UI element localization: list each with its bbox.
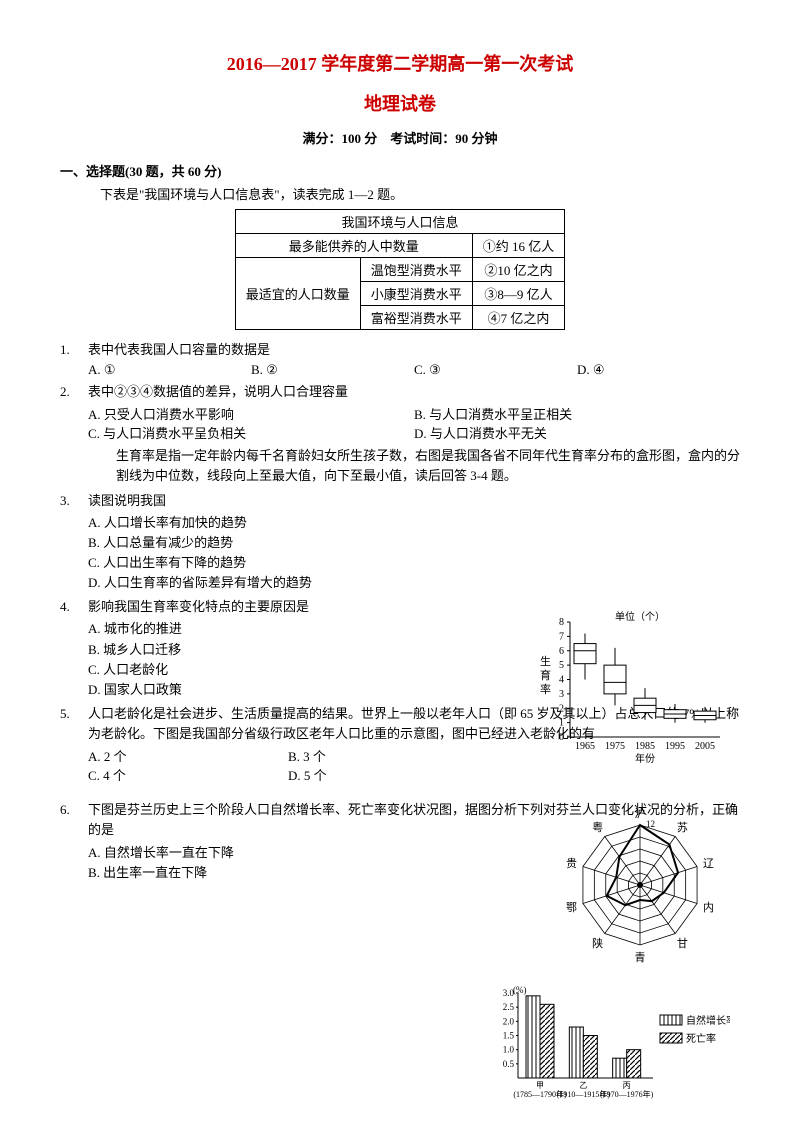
svg-text:甘: 甘 [677, 937, 688, 950]
question-1: 1. 表中代表我国人口容量的数据是 [60, 340, 740, 360]
question-number: 4. [60, 597, 88, 617]
svg-text:3.0: 3.0 [503, 988, 515, 998]
table-cell: 富裕型消费水平 [360, 306, 472, 330]
question-5-options: A. 2 个 B. 3 个 C. 4 个 D. 5 个 [88, 746, 488, 784]
svg-text:1: 1 [559, 718, 564, 729]
svg-text:1975: 1975 [605, 741, 625, 752]
paragraph-3-4: 生育率是指一定年龄内每千名育龄妇女所生孩子数，右图是我国各省不同年代生育率分布的… [116, 446, 740, 486]
boxplot-figure: 单位（个） 0 1 2 3 4 5 6 7 8 生育率 1965 1975 1985 1995 2005 年份 [530, 610, 730, 765]
svg-text:自然增长率: 自然增长率 [686, 1014, 730, 1027]
svg-text:2.5: 2.5 [503, 1002, 515, 1012]
svg-text:乙: 乙 [579, 1081, 587, 1090]
option-a: A. 2 个 [88, 746, 288, 765]
option-d: D. 与人口消费水平无关 [414, 423, 740, 442]
question-2: 2. 表中②③④数据值的差异，说明人口合理容量 [60, 382, 740, 402]
svg-text:粤: 粤 [592, 820, 603, 834]
svg-text:率: 率 [540, 682, 551, 696]
question-text: 表中代表我国人口容量的数据是 [88, 340, 740, 360]
question-3: 3. 读图说明我国 [60, 491, 740, 511]
question-number: 2. [60, 382, 88, 402]
question-number: 5. [60, 704, 88, 744]
svg-text:12: 12 [646, 819, 655, 829]
svg-text:7: 7 [559, 631, 564, 642]
svg-text:生: 生 [540, 654, 551, 668]
table-cell: ④7 亿之内 [472, 306, 565, 330]
svg-text:甲: 甲 [536, 1081, 544, 1090]
table-cell: 温饱型消费水平 [360, 258, 472, 282]
svg-text:0.5: 0.5 [503, 1059, 515, 1069]
svg-text:苏: 苏 [677, 821, 688, 834]
svg-text:(%): (%) [513, 985, 527, 995]
option-c: C. 人口出生率有下降的趋势 [88, 553, 740, 573]
svg-text:年份: 年份 [635, 752, 655, 765]
question-text: 表中②③④数据值的差异，说明人口合理容量 [88, 382, 740, 402]
question-text: 读图说明我国 [88, 491, 740, 511]
svg-text:陕: 陕 [592, 936, 603, 950]
svg-text:沪: 沪 [635, 806, 646, 820]
svg-text:1965: 1965 [575, 741, 595, 752]
option-a: A. 人口增长率有加快的趋势 [88, 513, 740, 533]
svg-text:死亡率: 死亡率 [686, 1032, 716, 1045]
table-cell: ②10 亿之内 [472, 258, 565, 282]
svg-text:3: 3 [559, 689, 564, 700]
barchart-figure: (%)0.51.01.52.02.53.0甲(1785—1790年)乙(1910… [490, 985, 730, 1105]
svg-text:0: 0 [559, 732, 564, 743]
option-d: D. ④ [577, 362, 740, 378]
table-cell: 小康型消费水平 [360, 282, 472, 306]
sub-title: 地理试卷 [60, 90, 740, 116]
table-cell: 最多能供养的人中数量 [235, 234, 472, 258]
svg-text:1.0: 1.0 [503, 1045, 515, 1055]
radar-figure: 沪苏辽内甘青 陕 鄂 贵 粤 12 [550, 800, 730, 965]
option-a: A. ① [88, 362, 251, 378]
svg-text:育: 育 [540, 668, 551, 682]
option-b: B. ② [251, 362, 414, 378]
question-3-options: A. 人口增长率有加快的趋势 B. 人口总量有减少的趋势 C. 人口出生率有下降… [88, 513, 740, 594]
table-cell: ③8—9 亿人 [472, 282, 565, 306]
svg-text:1985: 1985 [635, 741, 655, 752]
svg-text:4: 4 [559, 675, 564, 686]
option-b: B. 与人口消费水平呈正相关 [414, 404, 740, 423]
section-heading: 一、选择题(30 题，共 60 分) [60, 161, 740, 180]
main-title: 2016—2017 学年度第二学期高一第一次考试 [60, 50, 740, 76]
svg-text:鄂: 鄂 [566, 901, 577, 914]
svg-text:8: 8 [559, 617, 564, 628]
svg-text:辽: 辽 [703, 857, 714, 870]
svg-text:内: 内 [703, 900, 714, 914]
option-c: C. ③ [414, 362, 577, 378]
svg-text:6: 6 [559, 646, 564, 657]
svg-text:(1970—1976年): (1970—1976年) [600, 1089, 654, 1099]
question-number: 1. [60, 340, 88, 360]
table-intro: 下表是"我国环境与人口信息表"，读表完成 1—2 题。 [100, 184, 740, 203]
table-cell: ①约 16 亿人 [472, 234, 565, 258]
option-c: C. 与人口消费水平呈负相关 [88, 423, 414, 442]
option-b: B. 3 个 [288, 746, 488, 765]
svg-text:1.5: 1.5 [503, 1031, 515, 1041]
svg-text:丙: 丙 [623, 1081, 631, 1090]
svg-text:贵: 贵 [566, 857, 577, 870]
svg-text:青: 青 [635, 951, 646, 964]
question-number: 6. [60, 800, 88, 840]
question-1-options: A. ① B. ② C. ③ D. ④ [88, 362, 740, 378]
question-2-options: A. 只受人口消费水平影响 B. 与人口消费水平呈正相关 C. 与人口消费水平呈… [88, 404, 740, 442]
svg-text:1995: 1995 [665, 741, 685, 752]
table-title: 我国环境与人口信息 [235, 210, 565, 234]
exam-info: 满分：100 分 考试时间：90 分钟 [60, 128, 740, 147]
svg-text:单位（个）: 单位（个） [615, 610, 665, 623]
svg-text:2: 2 [559, 703, 564, 714]
option-d: D. 5 个 [288, 765, 488, 784]
question-number: 3. [60, 491, 88, 511]
option-b: B. 人口总量有减少的趋势 [88, 533, 740, 553]
svg-text:5: 5 [559, 660, 564, 671]
option-d: D. 人口生育率的省际差异有增大的趋势 [88, 573, 740, 593]
option-c: C. 4 个 [88, 765, 288, 784]
svg-text:2005: 2005 [695, 741, 715, 752]
option-a: A. 只受人口消费水平影响 [88, 404, 414, 423]
svg-text:2.0: 2.0 [503, 1016, 515, 1026]
table-cell: 最适宜的人口数量 [235, 258, 360, 330]
population-table: 我国环境与人口信息 最多能供养的人中数量 ①约 16 亿人 最适宜的人口数量 温… [235, 209, 566, 330]
